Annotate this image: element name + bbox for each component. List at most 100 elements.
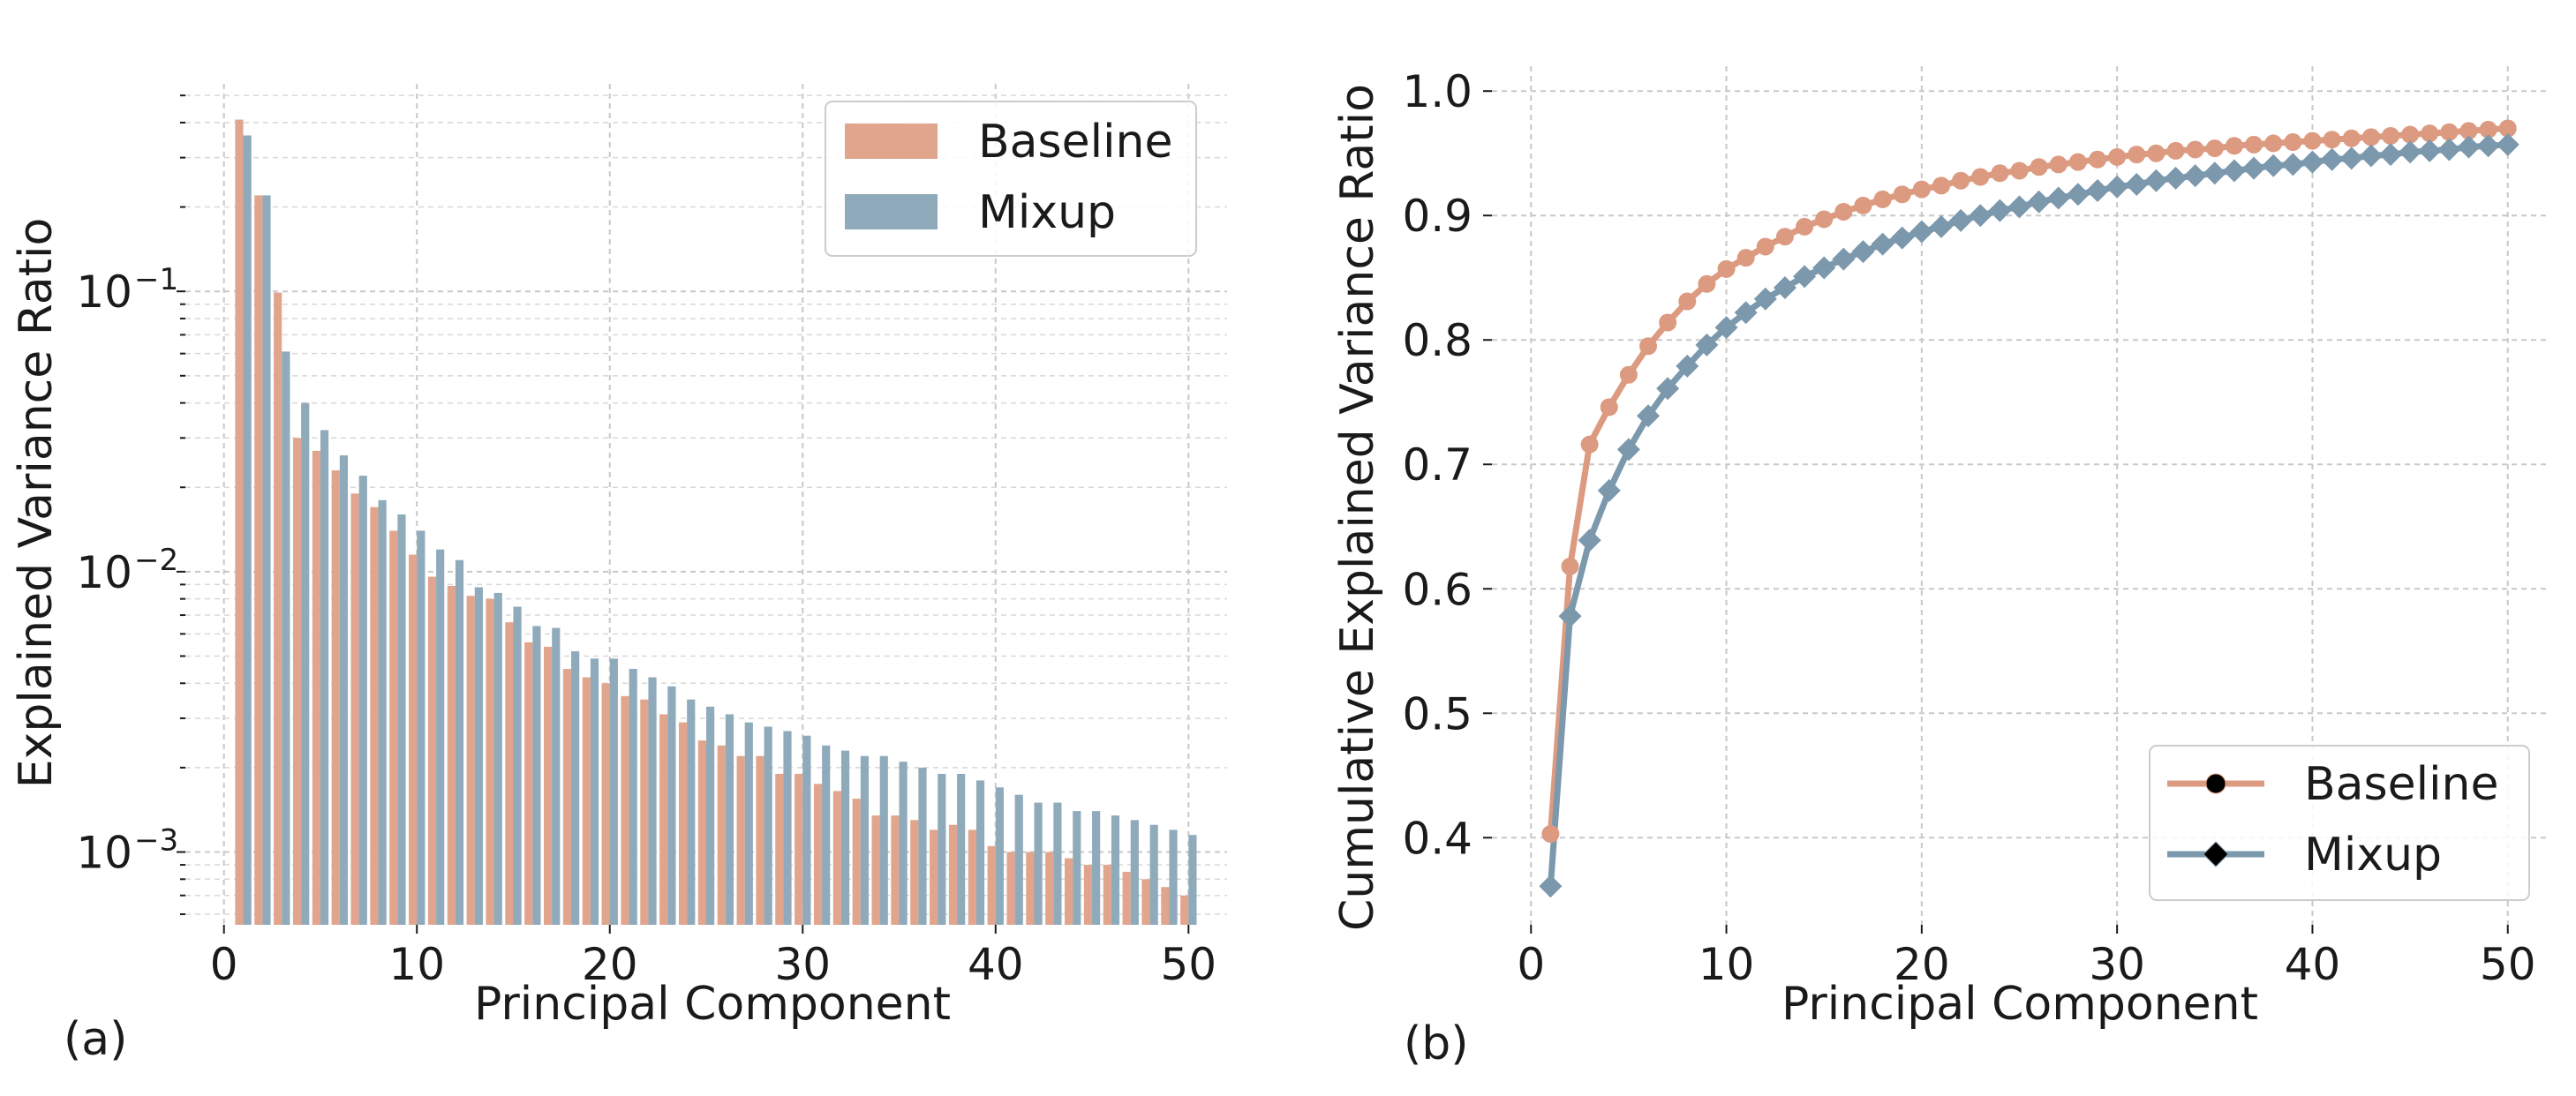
bar-baseline	[775, 773, 784, 925]
point-mixup	[2066, 183, 2090, 206]
point-baseline	[2049, 155, 2068, 174]
bar-mixup	[378, 499, 387, 925]
bar-mixup	[957, 773, 966, 925]
panel-a-legend: Baseline Mixup	[825, 101, 1197, 257]
point-baseline	[1600, 398, 1618, 417]
y-tick-label: 0.6	[1402, 564, 1473, 615]
bar-baseline	[987, 845, 996, 925]
point-mixup	[2399, 140, 2422, 164]
legend-label-baseline: Baseline	[2304, 758, 2498, 811]
point-baseline	[2147, 144, 2165, 162]
point-baseline	[2010, 161, 2029, 180]
y-tick-exponent: −2	[134, 543, 178, 578]
bar-baseline	[910, 820, 919, 925]
point-baseline	[2205, 139, 2224, 158]
bar-baseline	[544, 646, 553, 925]
bar-mixup	[436, 549, 445, 925]
bar-baseline	[274, 292, 282, 926]
x-tick-label: 0	[1517, 939, 1545, 990]
point-baseline	[1775, 228, 1794, 246]
point-mixup	[2457, 135, 2481, 159]
point-mixup	[1734, 301, 1758, 325]
y-tick-label: 10	[76, 547, 132, 598]
x-tick-label: 50	[1160, 939, 1216, 990]
point-baseline	[2381, 126, 2399, 145]
point-mixup	[1539, 875, 1563, 898]
point-mixup	[2378, 143, 2402, 167]
point-baseline	[1756, 237, 1774, 256]
bar-baseline	[736, 755, 745, 925]
bar-baseline	[813, 784, 823, 925]
panel-a-bars	[235, 119, 1197, 926]
bar-baseline	[601, 683, 610, 925]
bar-mixup	[397, 514, 406, 925]
bar-mixup	[455, 559, 464, 925]
point-baseline	[1717, 259, 1736, 278]
bar-baseline	[621, 695, 629, 925]
bar-baseline	[370, 507, 379, 925]
point-mixup	[2144, 169, 2168, 192]
bar-mixup	[1092, 811, 1101, 925]
bar-mixup	[995, 787, 1004, 925]
panel-label-a: (a)	[64, 1013, 127, 1066]
point-baseline	[1796, 217, 1814, 236]
point-mixup	[2476, 134, 2500, 158]
bar-mixup	[1111, 815, 1120, 925]
bar-mixup	[938, 773, 946, 925]
bar-mixup	[474, 587, 483, 925]
bar-baseline	[466, 596, 475, 925]
bar-baseline	[312, 450, 320, 925]
bar-baseline	[235, 119, 244, 926]
point-baseline	[1698, 274, 1716, 293]
bar-mixup	[687, 699, 696, 925]
bar-mixup	[358, 476, 367, 925]
bar-baseline	[891, 815, 900, 925]
bar-mixup	[1014, 794, 1023, 925]
point-baseline	[1854, 196, 1872, 214]
point-mixup	[1793, 265, 1817, 289]
point-baseline	[1893, 185, 1911, 204]
bar-mixup	[339, 455, 348, 925]
point-mixup	[1890, 226, 1914, 250]
bar-baseline	[1141, 879, 1150, 925]
point-baseline	[2498, 119, 2517, 138]
bar-baseline	[254, 195, 263, 925]
bar-baseline	[640, 699, 649, 925]
point-baseline	[2089, 150, 2107, 169]
bar-mixup	[1149, 824, 1158, 925]
bar-mixup	[860, 755, 869, 925]
bar-baseline	[1161, 887, 1170, 925]
y-tick-label: 0.8	[1402, 315, 1473, 366]
point-mixup	[2339, 146, 2363, 170]
point-mixup	[2496, 132, 2520, 156]
y-tick-label: 0.5	[1402, 688, 1473, 739]
y-tick-label: 0.9	[1402, 191, 1473, 242]
point-mixup	[2301, 150, 2324, 174]
bar-baseline	[524, 642, 533, 925]
bar-mixup	[609, 658, 618, 925]
point-mixup	[2222, 159, 2246, 183]
point-baseline	[2440, 123, 2459, 141]
point-mixup	[1969, 204, 1992, 228]
point-mixup	[1637, 404, 1661, 428]
y-tick-exponent: −3	[134, 823, 178, 859]
point-baseline	[1561, 557, 1579, 575]
point-mixup	[2046, 186, 2070, 210]
point-baseline	[1736, 249, 1755, 267]
bar-baseline	[505, 622, 514, 925]
bar-baseline	[1180, 895, 1189, 925]
point-baseline	[1873, 190, 1892, 208]
bar-mixup	[282, 351, 290, 926]
point-baseline	[2459, 122, 2478, 140]
bar-baseline	[852, 799, 861, 925]
bar-baseline	[427, 576, 437, 925]
bar-baseline	[409, 554, 418, 925]
bar-baseline	[871, 815, 880, 925]
bar-baseline	[948, 824, 958, 925]
bar-mixup	[552, 627, 561, 925]
bar-mixup	[320, 430, 329, 926]
bar-mixup	[493, 592, 502, 925]
